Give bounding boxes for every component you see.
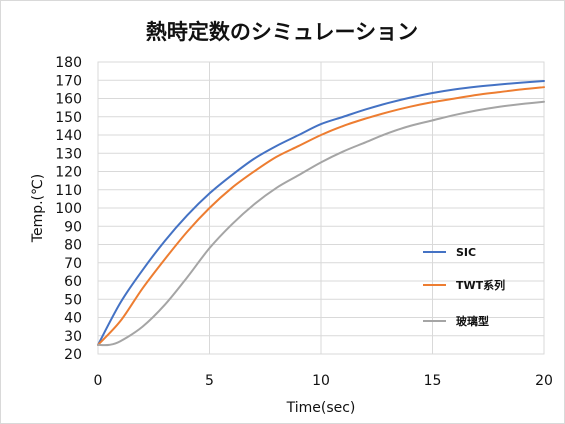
y-tick-label: 40 [64,311,82,327]
y-tick-label: 180 [55,55,82,71]
x-tick-label: 15 [424,373,442,389]
x-tick-label: 0 [94,373,103,389]
y-tick-label: 110 [55,183,82,199]
y-tick-label: 150 [55,110,82,126]
plot-area-border [97,61,545,355]
y-tick-label: 70 [64,256,82,272]
y-tick-label: 120 [55,165,82,181]
x-axis-label: Time(sec) [286,400,356,416]
series-line [97,100,545,347]
series-line [97,86,545,346]
series-line [97,79,545,346]
y-tick-label: 50 [64,292,82,308]
legend-label: 玻璃型 [456,314,489,328]
y-tick-label: 30 [64,329,82,345]
x-tick-labels: 0 5 10 15 20 [94,373,553,389]
x-tick-label: 20 [535,373,553,389]
y-tick-label: 60 [64,274,82,290]
y-tick-label: 80 [64,238,82,254]
y-axis-label: Temp.(℃) [30,174,46,243]
legend-label: SIC [456,246,476,259]
grid-lines [97,61,545,355]
y-tick-label: 140 [55,128,82,144]
y-tick-labels: 20 30 40 50 60 70 80 90 100 110 120 130 140 150 160 170… [55,55,82,363]
x-tick-label: 10 [312,373,330,389]
legend-label: TWT系列 [456,278,505,292]
x-tick-label: 5 [205,373,214,389]
y-tick-label: 90 [64,219,82,235]
y-tick-label: 170 [55,73,82,89]
chart-title: 熱時定数のシミュレーション [146,20,418,44]
y-tick-label: 160 [55,92,82,108]
y-tick-label: 20 [64,347,82,363]
y-tick-label: 130 [55,146,82,162]
y-tick-label: 100 [55,201,82,217]
series-lines [97,79,545,347]
